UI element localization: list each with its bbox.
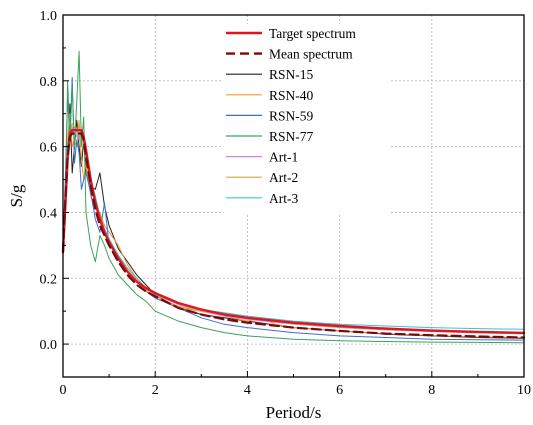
- legend-background: [222, 24, 390, 214]
- series-line-target-spectrum: [61, 128, 526, 335]
- x-tick-label: 10: [517, 383, 531, 398]
- legend-label: RSN-59: [269, 108, 314, 123]
- y-tick-label: 0.2: [40, 272, 58, 287]
- y-tick-label: 0.4: [40, 206, 58, 221]
- x-tick-label: 2: [152, 383, 159, 398]
- legend-label: RSN-77: [269, 129, 314, 144]
- legend: Target spectrum Mean spectrum RSN-15 RSN-40…: [222, 24, 390, 214]
- legend-label: Mean spectrum: [269, 47, 353, 62]
- x-tick-label: 0: [60, 383, 67, 398]
- x-tick-label: 4: [244, 383, 251, 398]
- y-tick-label: 1.0: [40, 9, 58, 24]
- series-line-art-3: [62, 126, 525, 330]
- legend-label: Art-1: [269, 150, 298, 165]
- y-axis-title: S/g: [7, 184, 26, 207]
- y-tick-label: 0.8: [40, 75, 58, 90]
- y-tick-label: 0.6: [40, 141, 58, 156]
- x-axis-title: Period/s: [266, 403, 322, 422]
- x-tick-label: 8: [428, 383, 435, 398]
- legend-label: RSN-40: [269, 88, 314, 103]
- legend-label: RSN-15: [269, 67, 314, 82]
- legend-label: Art-2: [269, 170, 298, 185]
- series-layer: [61, 50, 526, 344]
- axis-ticks: 0 2 4 6 8 10 0.0 0.2 0.4 0.6 0.8 1.0: [40, 9, 532, 398]
- series-line-rsn-77: [62, 50, 525, 344]
- legend-label: Art-3: [269, 191, 298, 206]
- legend-label: Target spectrum: [269, 26, 356, 41]
- y-tick-label: 0.0: [40, 338, 58, 353]
- x-tick-label: 6: [336, 383, 343, 398]
